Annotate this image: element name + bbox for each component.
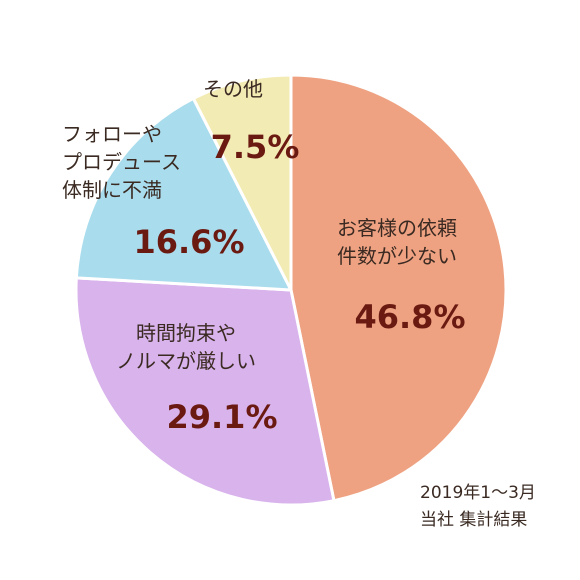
slice-label-2-line-2: ノルマが厳しい [116, 349, 256, 373]
pie-slices [74, 73, 508, 507]
survey-source: 当社 集計結果 [420, 510, 528, 530]
pie-slice-3 [74, 96, 293, 292]
slice-label-1-line-1: お客様の依頼 [337, 216, 457, 240]
pie-slice-1 [289, 73, 508, 503]
slice-label-2-line-1: 時間拘束や [136, 321, 236, 345]
slice-percent-2: 29.1% [166, 398, 277, 436]
slice-percent-4: 7.5% [211, 128, 300, 166]
slice-label-3-line-3: 体制に不満 [62, 178, 162, 202]
survey-note: 2019年1～3月 当社 集計結果 [420, 480, 536, 534]
pie-slice-2 [74, 276, 336, 507]
slice-label-4-line-1: その他 [203, 77, 263, 101]
slice-label-3-line-2: プロデュース [62, 150, 181, 174]
survey-period: 2019年1～3月 [420, 483, 536, 503]
slice-label-3-line-1: フォローや [62, 122, 162, 146]
slice-percent-3: 16.6% [133, 223, 244, 261]
pie-slice-4 [191, 73, 293, 292]
slice-percent-1: 46.8% [354, 298, 465, 336]
slice-label-1-line-2: 件数が少ない [337, 244, 457, 268]
